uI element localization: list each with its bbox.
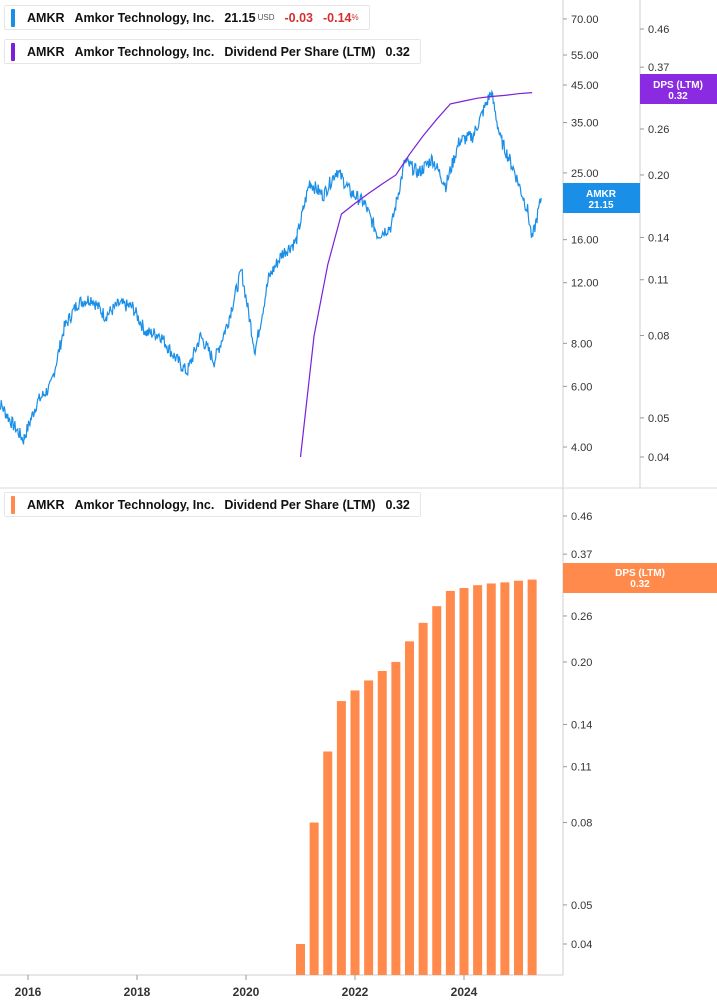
- price-tick-label: 4.00: [571, 442, 592, 454]
- dps-bar-legend-value: 0.32: [385, 497, 410, 512]
- dps-tick-label-top: 0.08: [648, 331, 669, 343]
- price-tick-label: 35.00: [571, 118, 599, 130]
- price-axis-label-value: 21.15: [588, 200, 613, 211]
- price-legend-change-pct: -0.14: [323, 10, 352, 25]
- dps-tick-label-top: 0.26: [648, 124, 669, 136]
- dps-line-legend-swatch: [11, 42, 15, 61]
- dps-bar-legend-ticker: AMKR: [27, 497, 65, 512]
- x-tick-label: 2022: [342, 985, 369, 999]
- dps-bar: [514, 580, 523, 975]
- dps-tick-label-top: 0.46: [648, 24, 669, 36]
- price-legend-pct-sign: %: [351, 13, 359, 22]
- dps-line-legend-value: 0.32: [385, 44, 410, 59]
- dps-bar: [432, 606, 442, 975]
- dps-bar: [377, 670, 387, 975]
- dps-bar: [336, 701, 346, 975]
- dps-bar-legend[interactable]: AMKR Amkor Technology, Inc. Dividend Per…: [4, 492, 421, 517]
- dps-tick-label-bottom: 0.46: [571, 511, 592, 523]
- dps-line-legend-company: Amkor Technology, Inc.: [74, 44, 215, 59]
- dps-axis-label-top-value: 0.32: [668, 91, 688, 102]
- price-legend-currency: USD: [257, 13, 275, 22]
- price-tick-label: 25.00: [571, 168, 599, 180]
- dps-bar: [391, 661, 401, 975]
- dps-tick-label-bottom: 0.08: [571, 818, 592, 830]
- dps-tick-label-top: 0.20: [648, 170, 669, 182]
- price-tick-label: 45.00: [571, 80, 599, 92]
- dps-bar: [459, 588, 469, 975]
- dps-axis-label-bottom-name: DPS (LTM): [615, 568, 665, 579]
- price-tick-label: 55.00: [571, 50, 599, 62]
- dps-axis-label-bottom-value: 0.32: [630, 579, 650, 590]
- price-tick-label: 6.00: [571, 381, 592, 393]
- price-axis-label: AMKR 21.15: [563, 183, 640, 213]
- price-legend-company: Amkor Technology, Inc.: [74, 10, 215, 25]
- price-legend-ticker: AMKR: [27, 10, 65, 25]
- dps-tick-label-top: 0.04: [648, 452, 669, 464]
- dps-tick-label-top: 0.14: [648, 232, 669, 244]
- dps-bar-legend-company: Amkor Technology, Inc.: [74, 497, 215, 512]
- dps-bar-legend-metric: Dividend Per Share (LTM): [224, 497, 376, 512]
- price-legend-swatch: [11, 8, 15, 27]
- x-tick-label: 2018: [124, 985, 151, 999]
- dps-axis-label-bottom: DPS (LTM) 0.32: [563, 563, 717, 593]
- price-legend-price: 21.15: [224, 10, 256, 25]
- dps-tick-label-top: 0.37: [648, 62, 669, 74]
- price-tick-label: 16.00: [571, 235, 599, 247]
- dps-bar: [445, 590, 455, 975]
- dps-axis-label-top-name: DPS (LTM): [653, 80, 703, 91]
- dps-bar: [527, 579, 537, 975]
- dps-tick-label-bottom: 0.14: [571, 719, 592, 731]
- dps-tick-label-bottom: 0.20: [571, 657, 592, 669]
- x-tick-label: 2016: [15, 985, 42, 999]
- dps-bar: [486, 583, 496, 975]
- dps-tick-label-bottom: 0.26: [571, 611, 592, 623]
- price-axis-label-name: AMKR: [586, 189, 617, 200]
- dps-tick-label-bottom: 0.04: [571, 939, 592, 951]
- dps-bar: [309, 822, 319, 975]
- dps-tick-label-top: 0.05: [648, 413, 669, 425]
- price-tick-label: 8.00: [571, 338, 592, 350]
- dps-tick-label-bottom: 0.05: [571, 900, 592, 912]
- price-tick-label: 12.00: [571, 278, 599, 290]
- price-legend[interactable]: AMKR Amkor Technology, Inc. 21.15 USD -0…: [4, 5, 370, 30]
- x-tick-label: 2024: [451, 985, 478, 999]
- dps-tick-label-bottom: 0.37: [571, 549, 592, 561]
- price-legend-change: -0.03: [284, 10, 314, 25]
- dps-bar: [296, 944, 305, 975]
- dps-bar: [364, 680, 374, 975]
- dps-line-legend-metric: Dividend Per Share (LTM): [224, 44, 376, 59]
- dps-line-legend-ticker: AMKR: [27, 44, 65, 59]
- dps-series-line: [299, 92, 533, 458]
- dps-bar: [350, 690, 360, 975]
- dps-bar-legend-swatch: [11, 495, 15, 514]
- dps-bar: [500, 582, 510, 975]
- price-tick-label: 70.00: [571, 14, 599, 26]
- x-tick-label: 2020: [233, 985, 260, 999]
- dps-bar: [473, 585, 483, 975]
- dps-bar: [418, 622, 428, 975]
- dps-tick-label-bottom: 0.11: [571, 762, 592, 774]
- dps-bar: [323, 751, 333, 975]
- dps-line-legend[interactable]: AMKR Amkor Technology, Inc. Dividend Per…: [4, 39, 421, 64]
- dps-tick-label-top: 0.11: [648, 275, 669, 287]
- dps-axis-label-top: DPS (LTM) 0.32: [640, 74, 717, 104]
- price-series-line: [0, 89, 542, 445]
- dps-bar: [405, 641, 414, 975]
